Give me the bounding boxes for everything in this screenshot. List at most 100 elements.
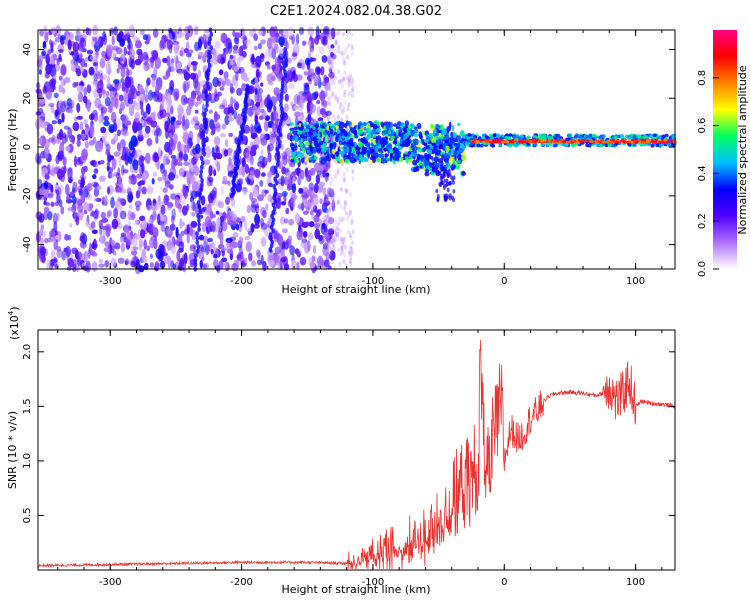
heatmap-cell (183, 161, 190, 166)
heatmap-cell (203, 235, 209, 244)
heatmap-cell (88, 113, 95, 121)
heatmap-cell (296, 150, 303, 156)
heatmap-cell (225, 138, 229, 147)
heatmap-cell (199, 169, 203, 175)
heatmap-cell (394, 152, 400, 158)
heatmap-cell (155, 248, 162, 260)
heatmap-cell (179, 47, 185, 57)
heatmap-cell (149, 56, 155, 63)
heatmap-cell (164, 195, 170, 203)
heatmap-cell (190, 220, 198, 228)
heatmap-cell (160, 204, 166, 215)
heatmap-cell (83, 165, 88, 173)
heatmap-cell (282, 154, 288, 166)
heatmap-cell (97, 141, 103, 153)
heatmap-cell (152, 28, 159, 38)
x-tick-label: 100 (626, 577, 645, 588)
heatmap-cell (346, 54, 350, 60)
heatmap-cell (334, 39, 338, 45)
heatmap-cell (252, 106, 259, 114)
heatmap-cell (173, 55, 179, 61)
heatmap-cell (245, 151, 251, 163)
heatmap-cell (207, 176, 214, 183)
heatmap-cell (398, 129, 403, 133)
heatmap-cell (178, 247, 184, 253)
heatmap-cell (67, 167, 73, 180)
heatmap-cell (213, 111, 219, 123)
heatmap-cell (652, 133, 657, 138)
heatmap-cell (76, 68, 82, 77)
heatmap-cell (560, 138, 564, 142)
heatmap-cell (202, 262, 210, 270)
heatmap-cell (500, 141, 505, 144)
heatmap-cell (144, 84, 149, 95)
heatmap-cell (298, 231, 303, 238)
heatmap-cell (361, 122, 367, 126)
heatmap-cell (162, 43, 167, 49)
heatmap-cell (323, 207, 329, 214)
heatmap-cell (172, 88, 180, 97)
heatmap-cell (293, 111, 301, 118)
heatmap-cell (321, 55, 328, 63)
heatmap-cell (330, 65, 334, 71)
heatmap-cell (342, 149, 346, 156)
heatmap-cell (165, 112, 171, 118)
heatmap-cell (158, 146, 161, 158)
heatmap-cell (76, 134, 82, 141)
heatmap-cell (63, 77, 71, 84)
heatmap-cell (372, 123, 378, 130)
heatmap-cell (277, 92, 281, 102)
heatmap-cell (134, 111, 141, 123)
heatmap-cell (299, 115, 305, 123)
heatmap-cell (339, 203, 343, 209)
heatmap-cell (72, 48, 79, 61)
heatmap-cell (248, 175, 255, 180)
heatmap-cell (328, 188, 332, 193)
heatmap-cell (237, 222, 243, 233)
y-tick-label: 20 (22, 92, 33, 105)
heatmap-cell (120, 77, 125, 84)
heatmap-cell (264, 120, 269, 132)
heatmap-cell (328, 72, 333, 78)
heatmap-cell (317, 117, 324, 122)
heatmap-cell (160, 223, 166, 232)
heatmap-cell (329, 60, 333, 66)
heatmap-cell (325, 136, 329, 143)
heatmap-cell (566, 133, 571, 138)
heatmap-cell (338, 121, 345, 129)
heatmap-cell (274, 253, 279, 264)
heatmap-cell (74, 81, 79, 87)
heatmap-cell (254, 121, 261, 133)
heatmap-cell (220, 133, 226, 138)
heatmap-cell (304, 57, 311, 66)
heatmap-cell (209, 31, 214, 37)
heatmap-cell (226, 239, 232, 251)
heatmap-cell (348, 260, 352, 266)
heatmap-cell (326, 162, 331, 170)
heatmap-cell (253, 201, 260, 206)
heatmap-cell (343, 89, 347, 95)
spectrogram-xlabel: Height of straight line (km) (281, 283, 430, 296)
heatmap-cell (166, 229, 172, 239)
heatmap-cell (205, 244, 210, 256)
heatmap-cell (116, 142, 121, 152)
heatmap-cell (627, 141, 631, 144)
heatmap-cell (427, 153, 431, 159)
heatmap-cell (241, 166, 246, 177)
heatmap-cell (268, 259, 275, 268)
heatmap-cell (338, 49, 342, 55)
heatmap-cell (156, 81, 163, 91)
heatmap-cell (215, 210, 220, 215)
heatmap-cell (422, 147, 427, 152)
heatmap-cell (290, 198, 296, 208)
heatmap-cell (260, 82, 264, 87)
heatmap-cell (327, 239, 331, 245)
heatmap-cell (67, 257, 74, 268)
heatmap-cell (194, 41, 200, 52)
heatmap-cell (320, 223, 328, 235)
heatmap-cell (179, 151, 183, 159)
heatmap-cell (205, 71, 210, 77)
heatmap-cell (180, 94, 188, 106)
heatmap-cell (170, 154, 177, 159)
